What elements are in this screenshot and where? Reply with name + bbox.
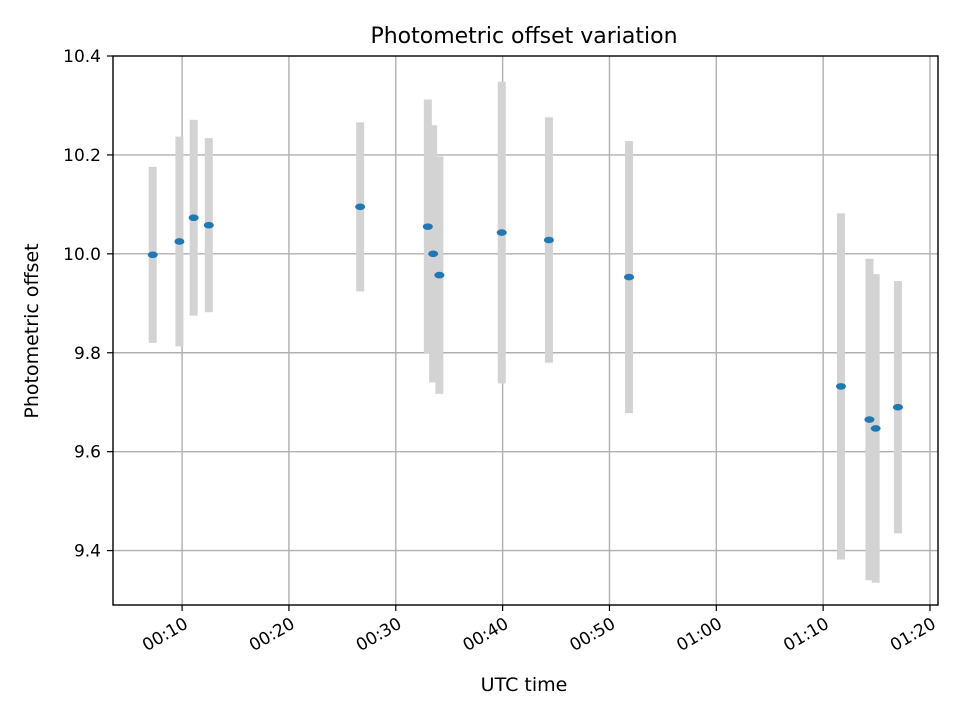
- data-point: [835, 383, 846, 390]
- data-point: [870, 425, 881, 432]
- data-point: [188, 214, 199, 222]
- data-point: [864, 416, 875, 423]
- x-axis-label: UTC time: [481, 674, 568, 696]
- y-axis-ticks: 9.4 9.6 9.8 10.0 10.2 10.4: [63, 47, 113, 562]
- data-point: [203, 221, 214, 229]
- y-tick-label: 9.4: [74, 542, 101, 562]
- data-point: [496, 229, 507, 236]
- data-point: [174, 238, 185, 245]
- y-tick-label: 10.2: [63, 146, 101, 166]
- data-point: [147, 251, 158, 259]
- y-tick-label: 9.8: [74, 344, 101, 364]
- data-point: [434, 271, 445, 279]
- y-tick-label: 10.0: [63, 245, 101, 265]
- horizontal-gridlines: [113, 154, 938, 552]
- plot-area-frame: [112, 55, 939, 606]
- data-point: [422, 223, 433, 230]
- data-point: [624, 273, 635, 281]
- y-tick-label: 10.4: [63, 47, 101, 67]
- chart-title: Photometric offset variation: [370, 24, 677, 49]
- data-points: [147, 203, 903, 432]
- data-point: [428, 250, 439, 258]
- y-tick-label: 9.6: [74, 443, 101, 463]
- data-point: [543, 236, 554, 244]
- y-axis-label: Photometric offset: [21, 243, 43, 418]
- data-point: [892, 403, 903, 411]
- data-point: [355, 203, 366, 211]
